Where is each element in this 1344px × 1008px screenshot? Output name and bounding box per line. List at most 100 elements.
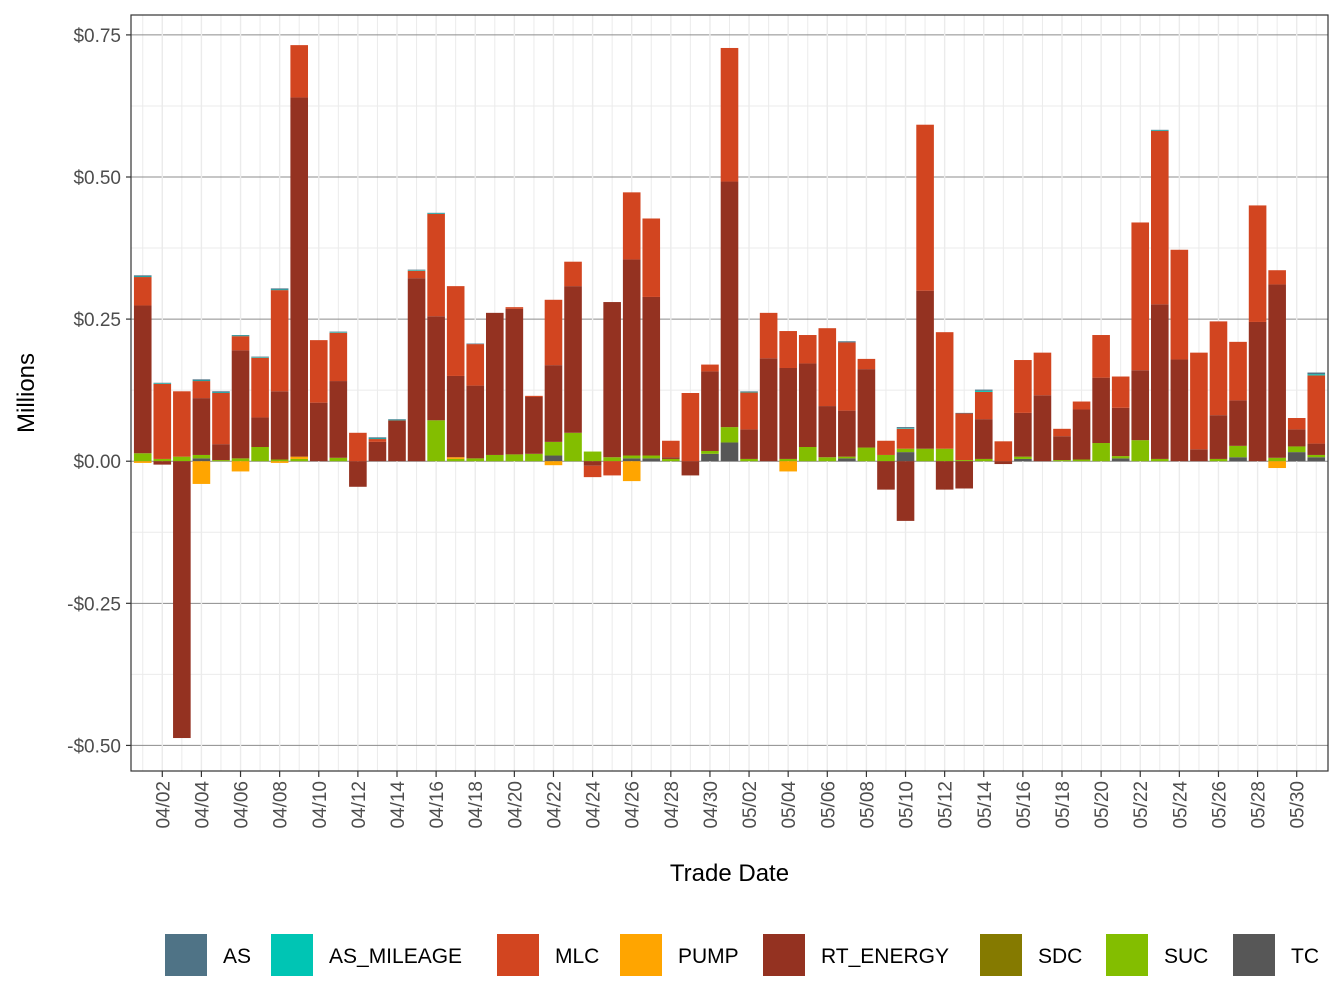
bar-segment bbox=[1072, 401, 1091, 410]
legend-key bbox=[1106, 934, 1148, 976]
bar-segment bbox=[485, 454, 504, 462]
bar-segment bbox=[603, 461, 621, 476]
bar-segment bbox=[583, 451, 602, 462]
bar-segment bbox=[544, 441, 563, 456]
bar-segment bbox=[798, 363, 817, 447]
bar-segment bbox=[662, 457, 680, 459]
bar-segment bbox=[505, 308, 524, 455]
bar-segment bbox=[720, 442, 739, 462]
bar-segment bbox=[309, 340, 328, 403]
x-tick-label: 05/26 bbox=[1209, 781, 1230, 829]
bar-segment bbox=[1092, 335, 1110, 378]
bar-segment bbox=[329, 331, 348, 333]
bar-segment bbox=[251, 356, 269, 358]
bar-segment bbox=[173, 391, 191, 457]
bar-segment bbox=[231, 350, 250, 459]
bar-segment bbox=[896, 448, 915, 453]
bar-segment bbox=[231, 461, 250, 472]
bar-segment bbox=[192, 381, 211, 399]
bar-segment bbox=[446, 375, 465, 458]
bar-segment bbox=[642, 458, 661, 462]
bar-segment bbox=[329, 457, 348, 462]
bar-segment bbox=[779, 331, 797, 368]
bar-segment bbox=[368, 441, 387, 462]
bar-segment bbox=[251, 357, 269, 418]
x-tick-label: 05/22 bbox=[1131, 781, 1152, 829]
legend-key bbox=[1233, 934, 1275, 976]
bar-segment bbox=[525, 396, 543, 454]
bar-segment bbox=[1190, 449, 1208, 462]
x-axis-title: Trade Date bbox=[670, 860, 789, 887]
bar-segment bbox=[309, 402, 328, 462]
x-tick-label: 05/28 bbox=[1249, 781, 1270, 829]
bar-segment bbox=[896, 428, 915, 449]
bar-segment bbox=[173, 456, 191, 462]
bar-segment bbox=[466, 343, 485, 345]
bar-segment bbox=[583, 465, 602, 478]
bar-segment bbox=[329, 332, 348, 382]
x-tick-label: 04/02 bbox=[153, 781, 174, 829]
bar-segment bbox=[564, 432, 582, 462]
bar-segment bbox=[681, 461, 700, 476]
bar-segment bbox=[1248, 321, 1267, 462]
bar-segment bbox=[994, 461, 1013, 465]
bar-segment bbox=[290, 45, 309, 98]
bar-segment bbox=[1229, 457, 1247, 462]
bar-segment bbox=[896, 428, 915, 429]
bar-segment bbox=[1014, 412, 1032, 457]
legend-key bbox=[271, 934, 313, 976]
bar-segment bbox=[407, 278, 426, 462]
bar-segment bbox=[270, 391, 289, 460]
bar-segment bbox=[466, 385, 485, 459]
bar-segment bbox=[427, 213, 445, 214]
bar-segment bbox=[740, 391, 758, 392]
bar-segment bbox=[1287, 429, 1306, 447]
bar-segment bbox=[974, 458, 993, 462]
bar-segment bbox=[1150, 304, 1169, 459]
bar-segment bbox=[349, 432, 367, 462]
bar-segment bbox=[446, 286, 465, 376]
bar-segment bbox=[720, 427, 739, 443]
bar-segment bbox=[759, 312, 778, 359]
bar-segment bbox=[544, 455, 563, 462]
bar-segment bbox=[603, 457, 621, 462]
bar-segment bbox=[485, 312, 504, 455]
bar-segment bbox=[642, 455, 661, 459]
x-tick-label: 04/14 bbox=[388, 781, 409, 829]
y-axis: -$0.50 -$0.25 $0.00 $0.25 $0.50 $0.75 bbox=[67, 26, 131, 757]
bar-segment bbox=[935, 332, 954, 449]
bar-segment bbox=[1170, 359, 1189, 462]
bar-segment bbox=[1072, 459, 1091, 462]
bar-segment bbox=[642, 296, 661, 456]
bar-segment bbox=[505, 454, 524, 462]
bar-segment bbox=[505, 307, 524, 309]
bar-segment bbox=[290, 97, 309, 457]
bar-segment bbox=[877, 461, 895, 490]
bar-segment bbox=[525, 395, 543, 397]
bar-segment bbox=[720, 181, 739, 428]
bar-segment bbox=[270, 290, 289, 392]
x-tick-label: 04/22 bbox=[544, 781, 565, 829]
bar-segment bbox=[1072, 409, 1091, 460]
bar-segment bbox=[1150, 129, 1169, 131]
bar-segment bbox=[1307, 375, 1326, 444]
bar-segment bbox=[466, 458, 485, 462]
bar-segment bbox=[270, 461, 289, 463]
bar-segment bbox=[407, 269, 426, 271]
bar-segment bbox=[231, 458, 250, 462]
x-tick-label: 05/20 bbox=[1092, 781, 1113, 829]
bar-segment bbox=[622, 455, 641, 459]
bar-segment bbox=[349, 461, 367, 487]
bar-segment bbox=[818, 328, 837, 407]
bar-segment bbox=[701, 450, 719, 454]
bar-segment bbox=[779, 367, 797, 459]
bar-segment bbox=[368, 439, 387, 442]
bar-segment bbox=[1033, 395, 1052, 462]
bar-segment bbox=[779, 458, 797, 462]
bar-segment bbox=[407, 270, 426, 279]
bar-segment bbox=[1287, 452, 1306, 462]
bar-segment bbox=[427, 213, 445, 317]
bar-segment bbox=[1268, 461, 1286, 469]
bar-segment bbox=[916, 290, 934, 449]
